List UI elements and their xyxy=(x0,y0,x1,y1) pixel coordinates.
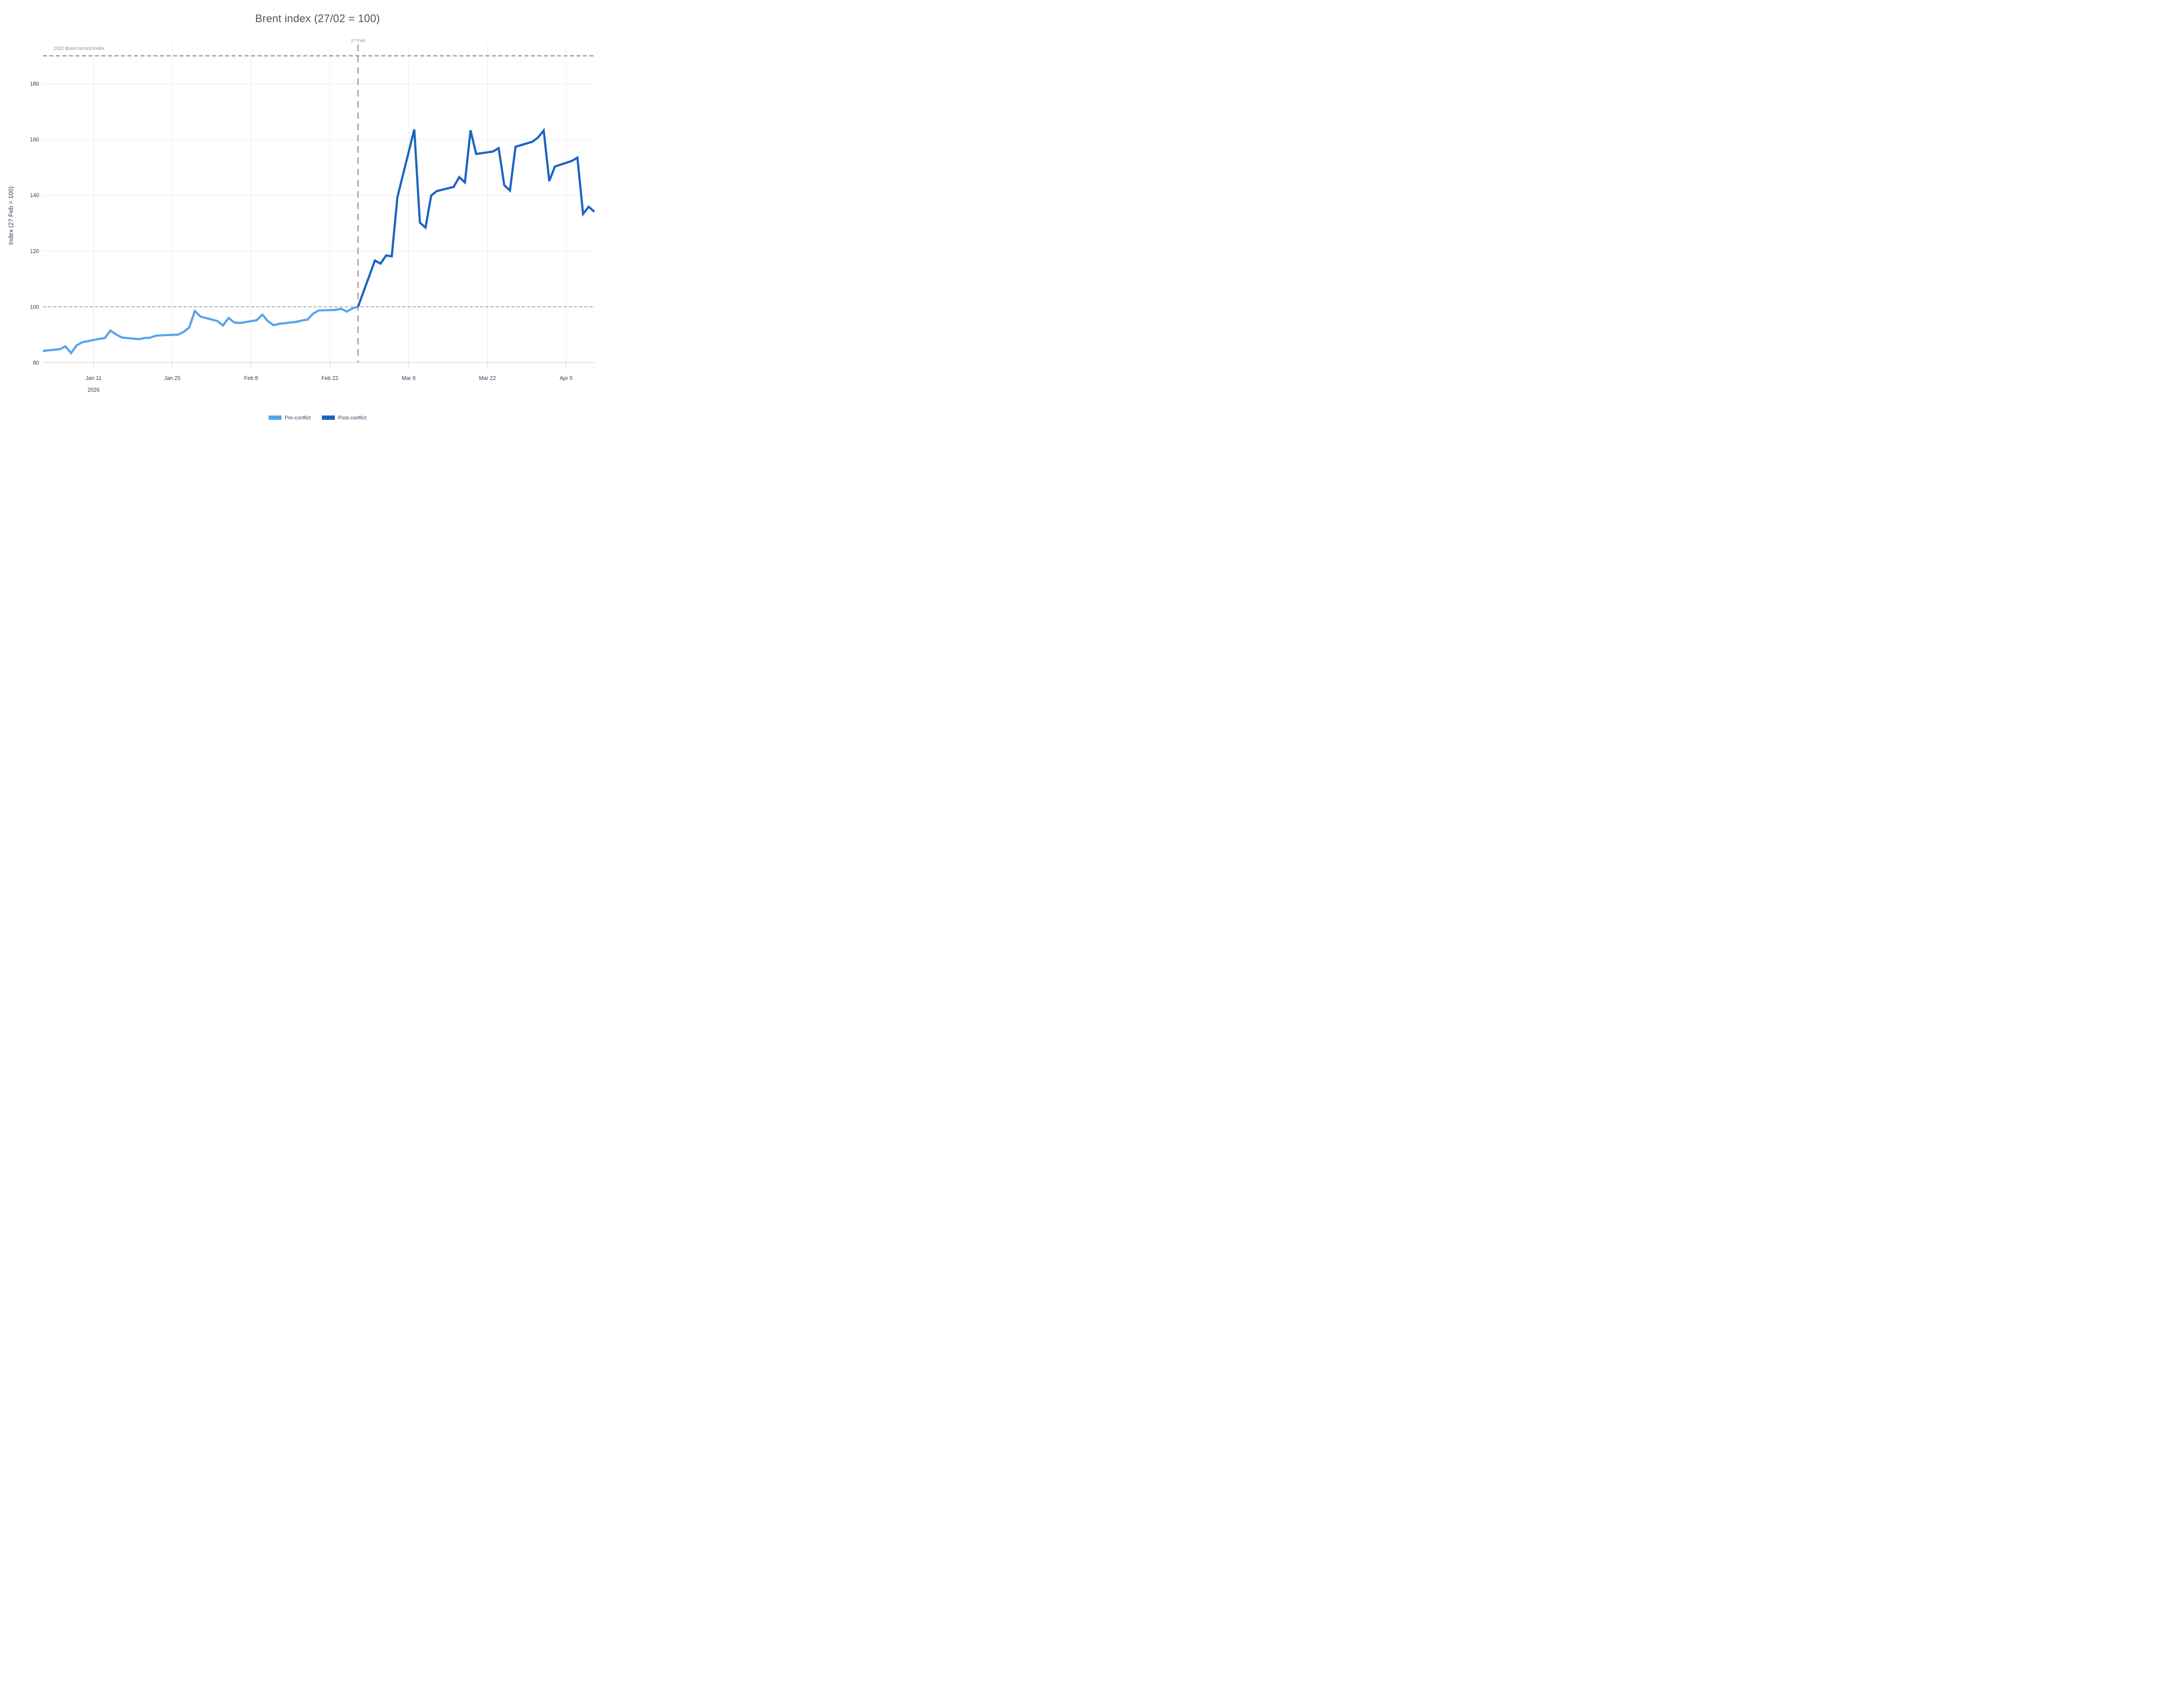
x-tick-year-label: 2026 xyxy=(88,387,100,393)
brent-index-chart: 80 100 120 140 160 180 Jan 11 2026 Jan 25 Feb 8 Fe… xyxy=(0,0,635,427)
x-tick-label: Mar 8 xyxy=(402,375,416,381)
y-tick-label: 180 xyxy=(30,81,39,87)
y-axis-title: Index (27 Feb = 100) xyxy=(8,186,15,245)
pre-conflict-swatch xyxy=(269,416,282,420)
pre-conflict-line xyxy=(43,306,359,355)
legend: Pre-conflict Post-conflict xyxy=(0,415,635,421)
x-tick-label: Apr 5 xyxy=(560,375,573,381)
x-tick-label: Jan 11 xyxy=(85,375,102,381)
legend-label-post-conflict: Post-conflict xyxy=(338,415,367,421)
y-tick-label: 160 xyxy=(30,137,39,143)
x-axis xyxy=(43,362,594,368)
post-conflict-swatch xyxy=(322,416,335,420)
y-tick-label: 120 xyxy=(30,248,39,254)
post-conflict-line xyxy=(357,128,595,308)
x-tick-label: Feb 8 xyxy=(244,375,258,381)
gridlines xyxy=(43,45,594,363)
chart-title: Brent index (27/02 = 100) xyxy=(255,13,380,25)
record-line-label: 2022 Brent record index xyxy=(53,46,105,51)
legend-label-pre-conflict: Pre-conflict xyxy=(285,415,311,421)
legend-item-post-conflict[interactable]: Post-conflict xyxy=(322,415,367,421)
x-tick-label: Jan 25 xyxy=(164,375,181,381)
tick-labels: 80 100 120 140 160 180 Jan 11 2026 Jan 25 Feb 8 Fe… xyxy=(30,81,573,393)
legend-item-pre-conflict[interactable]: Pre-conflict xyxy=(269,415,311,421)
event-line-label: 27 Feb xyxy=(351,38,365,43)
x-tick-label: Feb 22 xyxy=(321,375,338,381)
x-tick-label: Mar 22 xyxy=(479,375,496,381)
plot-area: 80 100 120 140 160 180 Jan 11 2026 Jan 25 Feb 8 Fe… xyxy=(30,45,595,393)
y-tick-label: 80 xyxy=(33,360,39,366)
y-tick-label: 140 xyxy=(30,193,39,199)
y-tick-label: 100 xyxy=(30,304,39,310)
